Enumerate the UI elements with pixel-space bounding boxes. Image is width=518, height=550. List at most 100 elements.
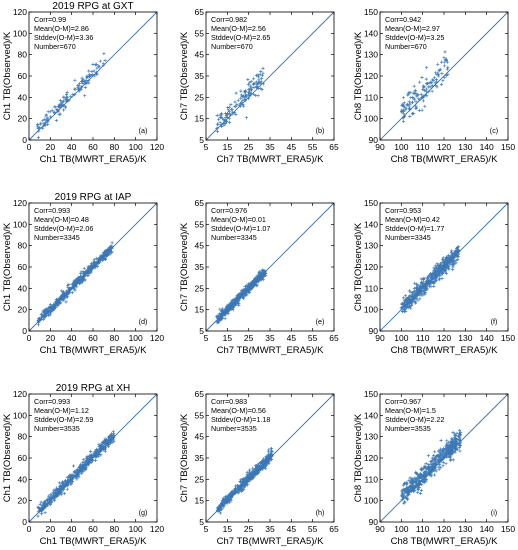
data-point: [65, 283, 70, 287]
data-point: [415, 477, 419, 481]
data-point: [106, 444, 110, 448]
data-point: [110, 440, 114, 445]
data-point: [407, 289, 411, 293]
data-point: [54, 487, 58, 491]
y-tick-label: 100: [13, 219, 27, 229]
data-point: [49, 496, 53, 500]
data-point: [101, 62, 105, 66]
y-tick-label: 45: [195, 241, 205, 251]
data-point: [261, 66, 265, 70]
data-point: [422, 276, 426, 280]
y-tick-label: 45: [195, 432, 205, 442]
x-tick-label: 0: [27, 333, 32, 343]
data-point: [423, 88, 427, 93]
one-to-one-line: [28, 202, 158, 332]
data-point: [457, 428, 462, 433]
data-point: [457, 245, 461, 249]
data-point: [75, 467, 79, 471]
data-point: [48, 110, 52, 114]
x-tick-label: 120: [437, 142, 451, 152]
data-point: [410, 295, 414, 299]
data-point: [414, 470, 418, 474]
data-point: [446, 60, 450, 64]
data-point: [82, 266, 86, 270]
x-tick-label: 100: [129, 333, 143, 343]
y-tick-label: 120: [364, 71, 378, 81]
data-point: [63, 479, 67, 483]
stat-text: Mean(O-M)=1.12: [34, 406, 89, 415]
data-point: [406, 93, 410, 97]
data-point: [437, 463, 442, 467]
y-tick-label: 130: [364, 50, 378, 60]
data-point: [425, 94, 429, 98]
data-point: [47, 501, 52, 505]
data-point: [238, 102, 242, 106]
x-tick-label: 20: [46, 142, 56, 152]
data-point: [235, 102, 239, 106]
data-point: [61, 291, 66, 295]
y-tick-label: 40: [18, 474, 28, 484]
x-tick-label: 5: [204, 333, 209, 343]
y-tick-label: 20: [18, 114, 28, 124]
data-point: [60, 289, 64, 293]
data-point: [234, 91, 238, 95]
x-tick-label: 5: [204, 142, 209, 152]
data-point: [83, 460, 87, 464]
stat-text: Mean(O-M)=0.48: [34, 215, 89, 224]
data-point: [80, 76, 84, 80]
data-point: [431, 462, 435, 466]
data-point: [267, 448, 271, 452]
data-point: [264, 463, 269, 467]
data-point: [250, 286, 254, 290]
data-point: [445, 443, 449, 447]
data-point: [242, 478, 246, 482]
x-tick-label: 35: [265, 524, 275, 534]
x-tick-label: 0: [27, 142, 32, 152]
data-point: [91, 62, 95, 66]
data-point: [83, 85, 88, 89]
y-tick-label: 65: [195, 389, 205, 399]
data-point: [453, 448, 457, 452]
scatter-panel-f: 90 100 110 120 130 140 150 90 100 110 120 130 140 150…: [353, 198, 515, 356]
data-point: [407, 485, 411, 489]
data-point: [246, 83, 251, 87]
data-point: [435, 266, 439, 270]
data-point: [244, 116, 249, 120]
data-point: [65, 95, 70, 99]
data-point: [231, 306, 235, 310]
data-point: [90, 455, 94, 459]
data-point: [220, 308, 224, 312]
data-point: [243, 97, 247, 101]
stat-text: Mean(O-M)=0.42: [385, 215, 440, 224]
y-tick-label: 55: [195, 219, 205, 229]
data-point: [38, 503, 42, 507]
data-point: [440, 449, 445, 454]
y-axis-label: Ch8 TB(Observed)/K: [353, 31, 364, 120]
data-point: [425, 81, 429, 86]
data-point: [409, 306, 413, 310]
data-point: [401, 303, 406, 307]
data-point: [242, 94, 246, 98]
x-tick-label: 100: [129, 142, 143, 152]
x-tick-label: 90: [375, 333, 385, 343]
data-point: [61, 108, 66, 112]
data-point: [419, 472, 423, 476]
data-point: [423, 292, 427, 296]
x-tick-label: 55: [308, 333, 318, 343]
data-point: [41, 309, 45, 313]
data-point: [403, 500, 407, 504]
data-point: [92, 450, 96, 454]
data-point: [450, 249, 454, 253]
data-point: [438, 454, 443, 458]
x-tick-label: 120: [437, 524, 451, 534]
data-point: [425, 66, 429, 70]
data-point: [66, 286, 70, 290]
data-point: [50, 108, 54, 112]
x-tick-label: 110: [416, 333, 430, 343]
data-point: [63, 479, 67, 484]
data-points: [399, 428, 463, 505]
data-point: [432, 473, 436, 477]
one-to-one-line: [379, 202, 509, 332]
y-tick-label: 100: [13, 410, 27, 420]
